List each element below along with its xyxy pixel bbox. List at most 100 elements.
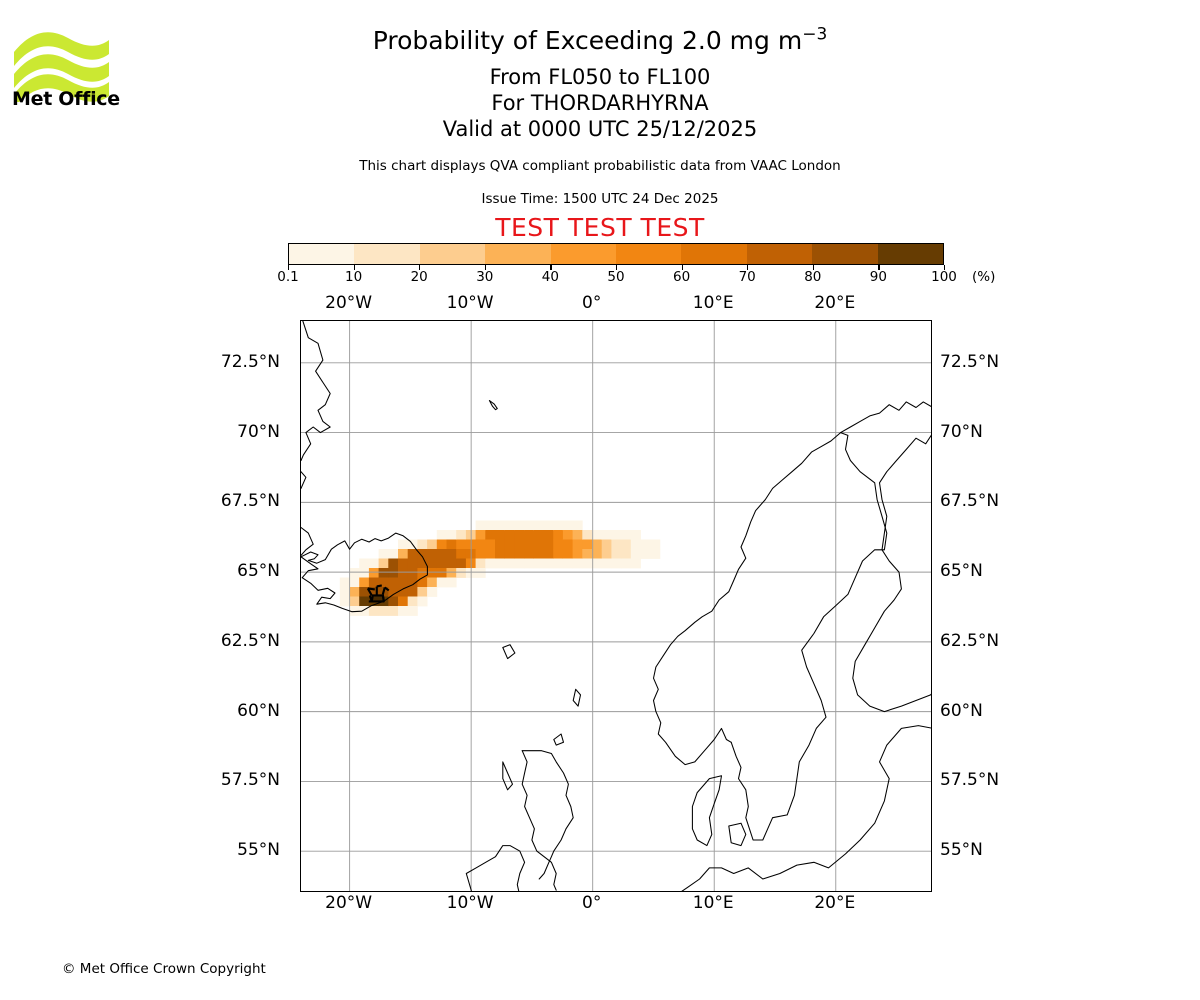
colorbar-tick-label: 0.1: [277, 269, 299, 285]
lon-tick-label: 20°E: [814, 293, 856, 313]
ash-grid-cell: [436, 568, 447, 578]
colorbar-tick-label: 70: [738, 269, 756, 285]
ash-grid-cell: [553, 558, 564, 569]
ash-grid-cell: [601, 558, 612, 569]
ash-grid-cell: [650, 539, 661, 550]
colorbar-tick: [353, 265, 355, 270]
ash-grid-cell: [388, 577, 399, 588]
ash-grid-cell: [417, 577, 428, 588]
ash-grid-cell: [495, 520, 506, 531]
ash-grid-cell: [378, 549, 389, 559]
lon-tick-label: 10°E: [692, 293, 734, 313]
ash-grid-cell: [388, 568, 399, 578]
lat-tick-label: 67.5°N: [940, 491, 1000, 512]
coastline-janmayen: [488, 399, 498, 411]
ash-grid-cell: [562, 530, 573, 540]
ash-grid-cell: [359, 568, 370, 578]
coastline-sweden: [730, 432, 888, 841]
ash-grid-cell: [543, 520, 554, 531]
coastline-iceland: [301, 532, 428, 613]
ash-grid-cell: [427, 587, 438, 597]
ash-grid-cell: [368, 558, 379, 569]
ash-grid-cell: [582, 558, 593, 569]
volcano-subtitle: For THORDARHYRNA: [491, 91, 709, 115]
coastline-orkney: [553, 733, 565, 746]
ash-grid-cell: [398, 577, 409, 588]
ash-grid-cell: [504, 558, 515, 569]
volcano-source-marker: [366, 584, 390, 603]
ash-grid-cell: [504, 539, 515, 550]
ash-grid-cell: [368, 587, 379, 597]
lon-tick-label: 20°W: [325, 293, 373, 313]
ash-grid-cell: [378, 568, 389, 578]
colorbar-tick-label: 40: [541, 269, 559, 285]
ash-grid-cell: [572, 549, 583, 559]
ash-grid-cell: [388, 558, 399, 569]
ash-grid-cell: [436, 539, 447, 550]
ash-grid-cell: [359, 606, 370, 616]
lat-tick-label: 55°N: [940, 840, 983, 861]
colorbar-segment-3: [485, 244, 551, 264]
colorbar-segment-1: [354, 244, 420, 264]
lon-tick-label: 20°E: [814, 893, 856, 913]
colorbar-tick: [812, 265, 814, 270]
ash-grid-cell: [446, 530, 457, 540]
ash-grid-cell: [533, 558, 544, 569]
ash-grid-cell: [562, 549, 573, 559]
lat-tick-label: 72.5°N: [940, 351, 1000, 372]
colorbar: [288, 243, 944, 265]
ash-grid-cell: [543, 549, 554, 559]
ash-grid-cell: [436, 530, 447, 540]
ash-grid-cell: [349, 587, 360, 597]
ash-grid-cell: [339, 587, 350, 597]
ash-grid-cell: [436, 577, 447, 588]
coastline-norway: [652, 401, 931, 766]
ash-grid-cell: [359, 577, 370, 588]
ash-grid-cell: [553, 549, 564, 559]
lat-tick-label: 70°N: [940, 421, 983, 442]
colorbar-segment-9: [877, 244, 944, 264]
colorbar-tick: [484, 265, 486, 270]
ash-grid-cell: [407, 558, 418, 569]
ash-grid-cell: [582, 530, 593, 540]
ash-grid-cell: [640, 539, 651, 550]
ash-grid-cell: [524, 539, 535, 550]
colorbar-tick-label: 60: [673, 269, 691, 285]
ash-grid-cell: [524, 558, 535, 569]
ash-grid-cell: [650, 549, 661, 559]
ash-grid-cell: [456, 539, 467, 550]
ash-grid-cell: [592, 558, 603, 569]
ash-grid-cell: [378, 606, 389, 616]
ash-grid-cell: [592, 539, 603, 550]
ash-grid-cell: [592, 549, 603, 559]
coastline-britain_n: [521, 750, 574, 880]
ash-grid-cell: [514, 558, 525, 569]
ash-grid-cell: [572, 558, 583, 569]
ash-grid-cell: [611, 558, 622, 569]
colorbar-tick: [681, 265, 683, 270]
ash-grid-cell: [504, 549, 515, 559]
colorbar-tick: [288, 265, 290, 270]
ash-grid-cell: [349, 577, 360, 588]
ash-grid-cell: [495, 530, 506, 540]
ash-grid-cell: [398, 539, 409, 550]
copyright-footer: © Met Office Crown Copyright: [62, 961, 266, 977]
issue-time: Issue Time: 1500 UTC 24 Dec 2025: [481, 191, 719, 207]
map-plot-area[interactable]: [300, 320, 932, 892]
ash-grid-cell: [495, 558, 506, 569]
ash-grid-cell: [582, 539, 593, 550]
colorbar-tick-label: 10: [345, 269, 363, 285]
ash-grid-cell: [562, 539, 573, 550]
colorbar-unit-label: (%): [972, 269, 996, 285]
met-office-logo: [12, 22, 122, 117]
ash-grid-cell: [417, 596, 428, 607]
ash-grid-cell: [475, 520, 486, 531]
ash-grid-cell: [398, 568, 409, 578]
ash-grid-cell: [572, 539, 583, 550]
ash-grid-cell: [475, 530, 486, 540]
lat-tick-label: 55°N: [237, 840, 280, 861]
ash-grid-cell: [446, 558, 457, 569]
ash-grid-cell: [475, 568, 486, 578]
lat-tick-label: 65°N: [237, 561, 280, 582]
colorbar-segment-8: [812, 244, 878, 264]
